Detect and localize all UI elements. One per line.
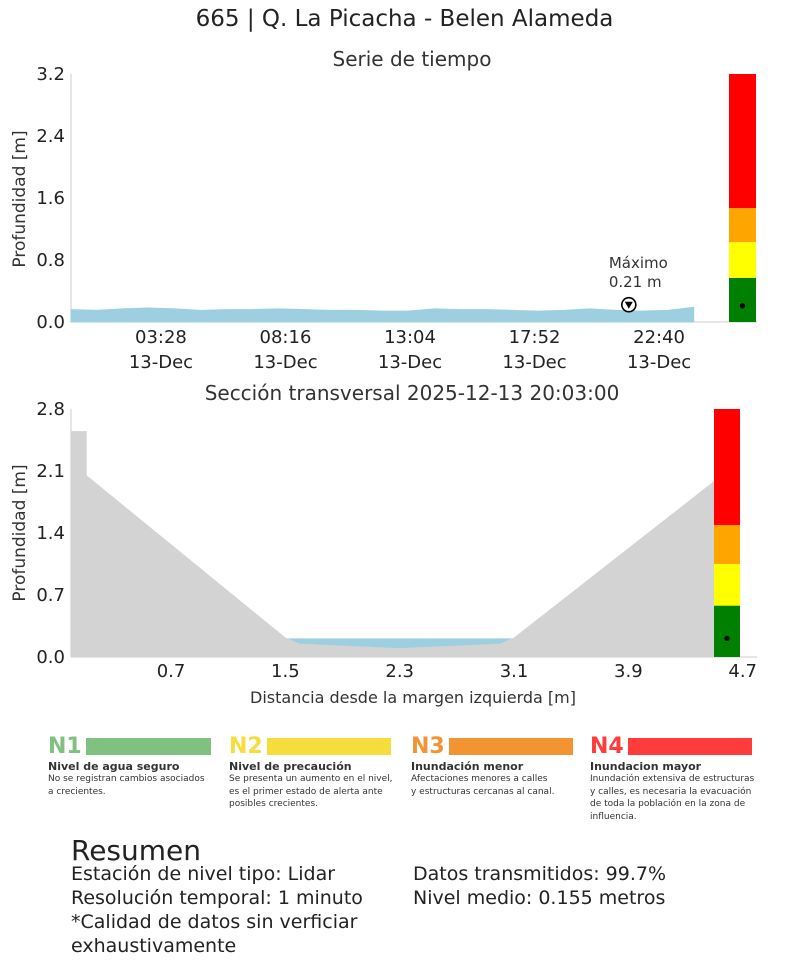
level-n3-bar	[448, 738, 573, 755]
cross-section-chart: Sección transversal 2025-12-13 20:03:00 …	[10, 381, 757, 707]
level-n1-desc-line: a crecientes.	[48, 786, 106, 797]
ts-ytick-label: 0.0	[36, 312, 65, 333]
summary-line: Nivel medio: 0.155 metros	[413, 887, 666, 909]
ts-ytick-label: 0.8	[36, 250, 65, 271]
level-n3-desc-line: y estructuras cercanas al canal.	[411, 786, 555, 797]
level-n2-desc: Se presenta un aumento en el nivel, es e…	[229, 773, 399, 811]
cross-section-ylabel: Profundidad [m]	[10, 464, 30, 601]
summary-left: Estación de nivel tipo: Lidar Resolución…	[71, 862, 391, 958]
ts-level-marker	[739, 303, 746, 309]
level-n2-desc-line: Se presenta un aumento en el nivel,	[229, 774, 393, 784]
level-n2-name: Nivel de precaución	[229, 760, 352, 773]
cross-section-title: Sección transversal 2025-12-13 20:03:00	[205, 381, 620, 405]
ts-xtick-time: 13:04	[384, 327, 436, 348]
ts-max-marker-arrow	[624, 301, 633, 309]
time-series-ylabel: Profundidad [m]	[10, 130, 30, 267]
xs-xtick-label: 1.5	[271, 661, 300, 682]
level-n3-desc-line: Afectaciones menores a calles	[411, 774, 548, 784]
xs-level-marker	[724, 635, 730, 642]
level-n4-desc-line: de toda la población en la zona de	[590, 799, 746, 809]
ts-xtick-date: 13-Dec	[502, 352, 566, 373]
xs-ytick-label: 2.8	[36, 399, 65, 420]
ts-xtick-date: 13-Dec	[253, 352, 317, 373]
ts-level-red	[729, 74, 756, 209]
level-n3: N3 Inundación menor Afectaciones menores…	[411, 734, 581, 798]
level-n2: N2 Nivel de precaución Se presenta un au…	[229, 734, 399, 811]
level-n4-code: N4	[590, 734, 624, 759]
level-n2-desc-line: posibles crecientes.	[229, 799, 319, 809]
ts-xtick-time: 22:40	[633, 327, 685, 348]
ts-ytick-label: 2.4	[36, 126, 65, 147]
level-n1-desc-line: No se registran cambios asociados	[48, 774, 205, 784]
level-n1-code: N1	[48, 734, 82, 759]
level-n4-desc-line: Inundación extensiva de estructuras	[590, 774, 755, 784]
summary-title: Resumen	[71, 834, 202, 867]
ts-level-yellow	[729, 242, 756, 278]
time-series-title: Serie de tiempo	[333, 47, 492, 71]
level-n4-bar	[627, 738, 752, 755]
xs-xtick-label: 3.9	[614, 661, 643, 682]
summary-right: Datos transmitidos: 99.7% Nivel medio: 0…	[413, 862, 773, 910]
level-n1-desc: No se registran cambios asociados a crec…	[48, 773, 218, 798]
level-n4-desc-line: influencia.	[590, 811, 637, 822]
xs-xtick-label: 4.7	[728, 661, 757, 682]
ts-ytick-label: 3.2	[36, 64, 65, 85]
level-n4-desc: Inundación extensiva de estructuras y ca…	[590, 773, 760, 823]
xs-xtick-label: 0.7	[157, 661, 186, 682]
xs-xtick-label: 2.3	[385, 661, 414, 682]
level-n3-name: Inundación menor	[411, 760, 524, 773]
xs-ytick-label: 2.1	[36, 461, 65, 482]
ts-xtick-time: 03:28	[135, 327, 187, 348]
ts-xtick-date: 13-Dec	[129, 352, 193, 373]
ts-level-green	[729, 277, 756, 322]
xs-ytick-label: 0.7	[36, 585, 65, 606]
ts-xtick-time: 08:16	[260, 327, 312, 348]
ts-level-orange	[729, 208, 756, 243]
ts-xtick-date: 13-Dec	[378, 352, 442, 373]
xs-level-red	[714, 409, 740, 526]
summary-line: *Calidad de datos sin verficiar	[71, 911, 358, 933]
xs-level-green	[714, 605, 740, 657]
summary-line: Estación de nivel tipo: Lidar	[71, 863, 336, 885]
xs-level-yellow	[714, 564, 740, 606]
level-n1-name: Nivel de agua seguro	[48, 760, 180, 773]
level-n3-desc: Afectaciones menores a calles y estructu…	[411, 773, 581, 798]
ts-ytick-label: 1.6	[36, 188, 65, 209]
level-n2-code: N2	[229, 734, 263, 759]
level-n2-desc-line: es el primer estado de alerta ante	[229, 786, 383, 797]
xs-ytick-label: 0.0	[36, 647, 65, 668]
level-n1: N1 Nivel de agua seguro No se registran …	[48, 734, 218, 798]
summary-line: Resolución temporal: 1 minuto	[71, 887, 363, 909]
ts-xtick-date: 13-Dec	[627, 352, 691, 373]
level-n4-desc-line: y calles, es necesaria la evacuación	[590, 786, 752, 797]
xs-ytick-label: 1.4	[36, 523, 65, 544]
ts-max-label: Máximo	[609, 254, 668, 272]
level-n3-code: N3	[411, 734, 445, 759]
cross-section-xlabel: Distancia desde la margen izquierda [m]	[250, 688, 576, 707]
summary-line: exhaustivamente	[71, 935, 237, 957]
level-legend: N1 Nivel de agua seguro No se registran …	[48, 734, 762, 830]
level-n4-name: Inundacion mayor	[590, 760, 702, 773]
time-series-chart: Serie de tiempo Profundidad [m] 0.0 0.8 1.…	[10, 47, 757, 373]
level-n1-bar	[85, 738, 211, 755]
ts-max-value: 0.21 m	[609, 273, 662, 291]
ts-depth-area	[70, 306, 695, 323]
xs-xtick-label: 3.1	[500, 661, 529, 682]
level-n4: N4 Inundacion mayor Inundación extensiva…	[590, 734, 760, 823]
summary-line: Datos transmitidos: 99.7%	[413, 863, 667, 885]
ts-xtick-time: 17:52	[509, 327, 561, 348]
level-n2-bar	[266, 738, 391, 755]
xs-level-orange	[714, 525, 740, 564]
xs-ground-profile	[71, 431, 737, 657]
figure-title: 665 | Q. La Picacha - Belen Alameda	[195, 6, 614, 32]
